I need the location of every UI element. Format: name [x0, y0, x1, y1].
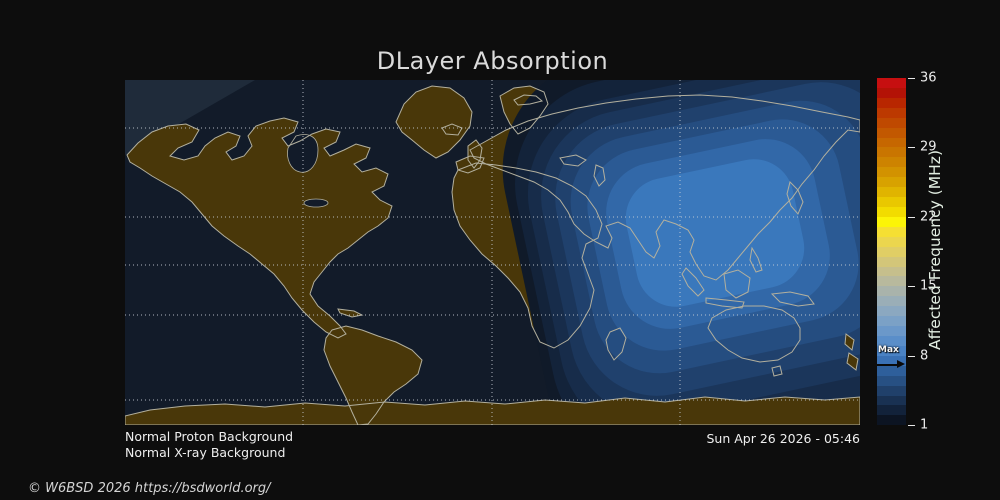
colorbar-segment — [877, 197, 906, 207]
copyright-label: © W6BSD 2026 https://bsdworld.org/ — [28, 481, 271, 496]
colorbar-segment — [877, 137, 906, 148]
colorbar-segment — [877, 316, 906, 327]
colorbar-segment — [877, 365, 906, 376]
colorbar-segment — [877, 167, 906, 178]
colorbar-segment — [877, 117, 906, 128]
colorbar-segment — [877, 246, 906, 257]
colorbar-segment — [877, 206, 906, 217]
absorption-contour-ring — [625, 159, 805, 307]
timestamp-label: Sun Apr 26 2026 - 05:46 — [706, 431, 860, 446]
colorbar-segment — [877, 107, 906, 118]
colorbar-segment — [877, 87, 906, 98]
graticule-gridlines — [125, 80, 860, 425]
colorbar-segment — [877, 256, 906, 267]
colorbar-segment — [877, 276, 906, 287]
colorbar-segment — [877, 296, 906, 307]
colorbar-segment — [877, 385, 906, 396]
colorbar-segment — [877, 355, 906, 366]
colorbar-segment — [877, 286, 906, 297]
colorbar-segment — [877, 306, 906, 317]
colorbar-axis-label-text: Affected Frequency (MHz) — [926, 150, 944, 350]
colorbar-segment — [877, 177, 906, 188]
colorbar-segment — [877, 266, 906, 277]
colorbar-segment — [877, 78, 906, 88]
colorbar-segment — [877, 415, 906, 426]
colorbar-segment — [877, 326, 906, 336]
colorbar-segment — [877, 335, 906, 346]
colorbar-segment — [877, 187, 906, 198]
colorbar-segment — [877, 157, 906, 168]
page-title: DLayer Absorption — [376, 47, 609, 75]
colorbar-segment — [877, 405, 906, 416]
colorbar-segment — [877, 216, 906, 227]
proton-status-label: Normal Proton Background — [125, 429, 294, 444]
xray-status-label: Normal X-ray Background — [125, 444, 286, 460]
colorbar-segment — [877, 395, 906, 406]
colorbar-segment — [877, 345, 906, 356]
colorbar-segment — [877, 236, 906, 247]
background-status: Normal Proton Background Normal X-ray Ba… — [125, 429, 293, 460]
world-absorption-map — [125, 80, 860, 425]
colorbar-segment — [877, 147, 906, 158]
colorbar-segment — [877, 226, 906, 237]
colorbar-segment — [877, 375, 906, 386]
colorbar — [877, 78, 906, 426]
colorbar-segment — [877, 127, 906, 138]
absorption-contours — [502, 80, 860, 425]
colorbar-segment — [877, 97, 906, 108]
colorbar-axis-label: Affected Frequency (MHz) — [905, 0, 965, 500]
map-svg — [125, 80, 860, 425]
hudson-bay-and-lakes — [287, 134, 329, 208]
